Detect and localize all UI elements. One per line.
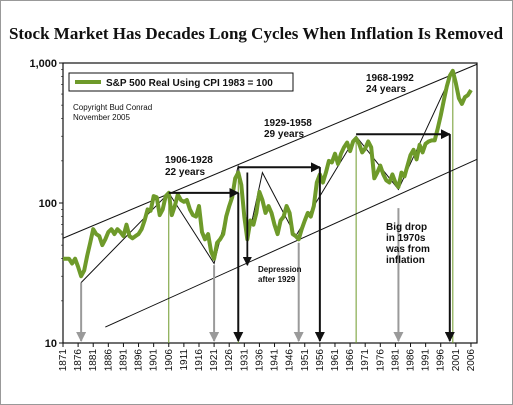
chart-title: Stock Market Has Decades Long Cycles Whe… xyxy=(9,24,504,43)
x-tick-label: 1956 xyxy=(315,349,326,372)
annotation-big-drop-extra: was from xyxy=(385,244,430,255)
x-tick-label: 1986 xyxy=(406,349,417,372)
annotation-1968-1992-label: 1968-1992 xyxy=(366,73,414,84)
plot-area: 10 100 1,000 1871 1876 1881 1886 1891 1896 1901 19… xyxy=(29,58,478,372)
x-tick-label: 1946 xyxy=(285,349,296,372)
x-tick-label: 1921 xyxy=(209,349,220,372)
x-tick-label: 2001 xyxy=(451,349,462,372)
annotation-1929-1958-sub: 29 years xyxy=(264,129,304,140)
annotation-1968-1992-sub: 24 years xyxy=(366,84,406,95)
cycle-zigzag-line xyxy=(80,71,454,283)
x-tick-label: 1891 xyxy=(118,349,129,372)
x-tick-label: 1916 xyxy=(194,349,205,372)
x-tick-label: 1926 xyxy=(224,349,235,372)
annotation-big-drop-extra2: inflation xyxy=(386,255,425,266)
x-tick-label: 1911 xyxy=(179,349,190,371)
legend-label: S&P 500 Real Using CPI 1983 = 100 xyxy=(106,78,273,89)
x-tick-label: 1966 xyxy=(345,349,356,372)
x-tick-label: 1971 xyxy=(360,349,371,372)
x-tick-label: 1901 xyxy=(149,349,160,372)
x-tick-label: 2006 xyxy=(466,349,477,372)
x-tick-label: 1876 xyxy=(73,349,84,372)
annotation-depression-label: Depression xyxy=(258,265,302,274)
y-tick-label: 100 xyxy=(39,198,57,210)
sp500-real-series-line xyxy=(63,68,473,279)
x-tick-label: 1991 xyxy=(421,349,432,372)
y-tick-label: 10 xyxy=(45,338,57,350)
annotation-1929-1958-label: 1929-1958 xyxy=(264,118,312,129)
x-tick-label: 1976 xyxy=(375,349,386,372)
x-tick-label: 1936 xyxy=(254,349,265,372)
upper-channel-line xyxy=(62,63,478,239)
x-tick-label: 1941 xyxy=(270,349,281,372)
x-tick-label: 1961 xyxy=(330,349,341,372)
x-tick-label: 1951 xyxy=(300,349,311,372)
lower-channel-line xyxy=(105,158,478,328)
x-tick-label: 1881 xyxy=(88,349,99,372)
copyright-line-2: November 2005 xyxy=(73,113,130,122)
x-tick-label: 1896 xyxy=(134,349,145,372)
x-tick-label: 1931 xyxy=(239,349,250,372)
x-tick-label: 1886 xyxy=(103,349,114,372)
x-tick-label: 1871 xyxy=(58,349,69,372)
x-tick-label: 1981 xyxy=(390,349,401,372)
legend-box xyxy=(68,72,294,92)
annotation-1906-1928-sub: 22 years xyxy=(165,167,205,178)
y-tick-label: 1,000 xyxy=(29,58,57,70)
annotation-big-drop-sub: in 1970s xyxy=(386,233,426,244)
annotation-depression-sub: after 1929 xyxy=(258,275,296,284)
annotation-big-drop-label: Big drop xyxy=(386,222,427,233)
copyright-line-1: Copyright Bud Conrad xyxy=(73,103,152,112)
x-tick-label: 1906 xyxy=(164,349,175,372)
annotation-1906-1928-label: 1906-1928 xyxy=(165,155,213,166)
x-tick-label: 1996 xyxy=(436,349,447,372)
